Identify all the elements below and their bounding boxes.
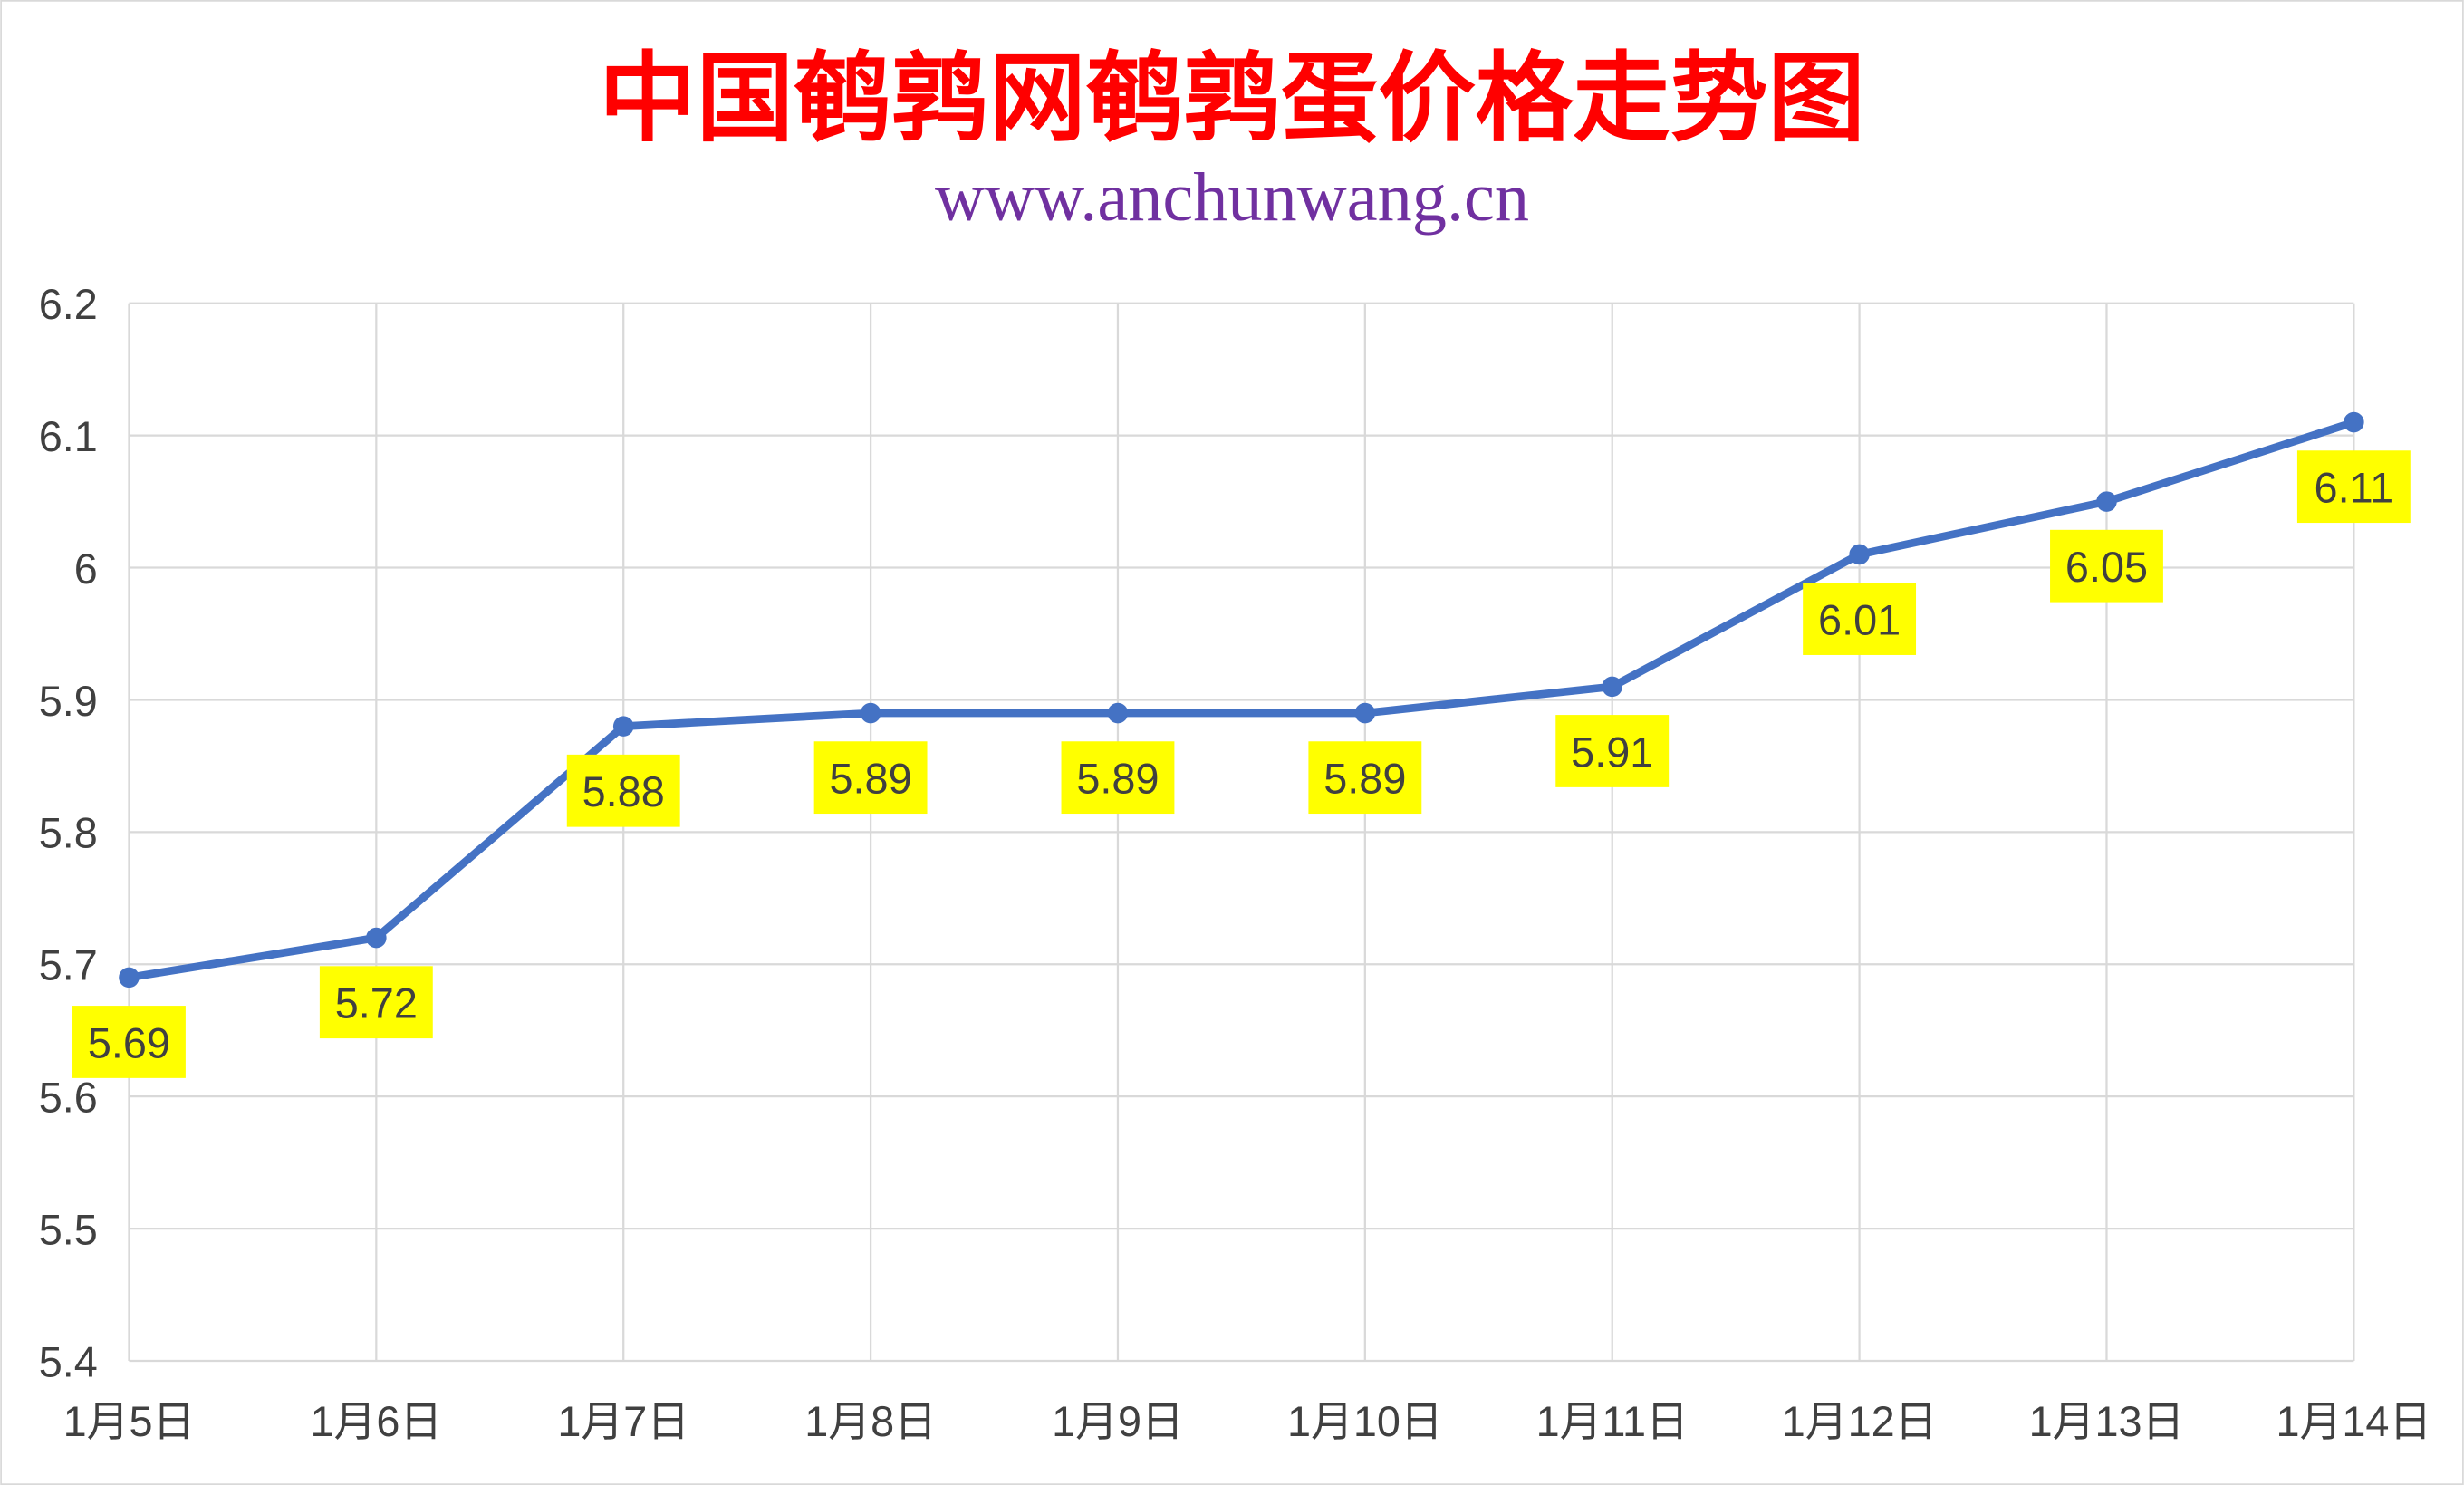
data-point <box>119 967 140 988</box>
data-label-bg <box>2296 450 2411 524</box>
y-tick-label: 5.7 <box>39 942 98 989</box>
x-tick-label: 1月5日 <box>63 1398 196 1445</box>
x-tick-label: 1月7日 <box>557 1398 689 1445</box>
data-label-bg <box>319 966 433 1039</box>
data-point <box>2096 491 2117 512</box>
x-tick-label: 1月12日 <box>1782 1398 1938 1445</box>
data-label-bg <box>1803 583 1917 655</box>
data-label: 5.72 <box>335 980 418 1027</box>
data-point <box>860 702 881 724</box>
data-label: 5.89 <box>1076 755 1159 802</box>
x-tick-label: 1月13日 <box>2029 1398 2185 1445</box>
y-tick-label: 6 <box>74 545 98 593</box>
data-point <box>1602 676 1622 698</box>
data-label-bg <box>566 754 680 827</box>
data-label: 6.01 <box>1818 596 1901 643</box>
data-labels: 5.69 5.72 5.88 5.89 5.89 5.89 5.91 6.01 6.05 6.11 <box>72 450 2411 1078</box>
x-tick-label: 1月10日 <box>1287 1398 1443 1445</box>
y-tick-label: 6.1 <box>39 413 98 460</box>
data-label-bg <box>1061 741 1175 815</box>
data-label: 6.11 <box>2315 465 2394 512</box>
data-point <box>1107 702 1129 724</box>
data-point <box>612 716 634 737</box>
data-label: 5.89 <box>830 755 912 802</box>
y-tick-label: 5.4 <box>39 1338 98 1385</box>
chart-title: 中国鹌鹑网鹌鹑蛋价格走势图 <box>599 42 1865 156</box>
data-label-bg <box>1555 715 1670 787</box>
x-tick-label: 1月14日 <box>2276 1398 2431 1445</box>
series-line <box>128 418 2355 982</box>
data-label-bg <box>2050 529 2163 603</box>
data-label-bg <box>813 741 928 815</box>
data-label: 5.91 <box>1571 728 1653 776</box>
data-label-bg <box>1308 741 1422 815</box>
price-series <box>119 411 2364 988</box>
y-tick-label: 5.5 <box>39 1206 98 1253</box>
x-tick-label: 1月9日 <box>1052 1398 1184 1445</box>
data-label-bg <box>72 1006 186 1078</box>
y-tick-label: 5.6 <box>39 1075 98 1122</box>
data-point <box>1354 702 1376 724</box>
data-point <box>366 927 387 949</box>
data-label: 6.05 <box>2065 544 2148 591</box>
x-tick-label: 1月8日 <box>804 1398 937 1445</box>
x-axis: 1月5日 1月6日 1月7日 1月8日 1月9日 1月10日 1月11日 1月12日 1月13日… <box>63 1398 2432 1445</box>
chart-subtitle: www.anchunwang.cn <box>935 159 1529 236</box>
data-label: 5.88 <box>582 768 665 815</box>
gridlines <box>128 302 2355 1363</box>
y-axis: 5.4 5.5 5.6 5.7 5.8 5.9 6 6.1 6.2 <box>39 281 98 1385</box>
x-tick-label: 1月11日 <box>1536 1398 1689 1445</box>
data-label: 5.69 <box>88 1019 170 1066</box>
y-tick-label: 6.2 <box>39 281 98 328</box>
y-tick-label: 5.8 <box>39 810 98 857</box>
data-point <box>2344 411 2364 433</box>
data-point <box>1849 544 1870 565</box>
y-tick-label: 5.9 <box>39 678 98 725</box>
data-label: 5.89 <box>1323 755 1406 802</box>
x-tick-label: 1月6日 <box>310 1398 442 1445</box>
